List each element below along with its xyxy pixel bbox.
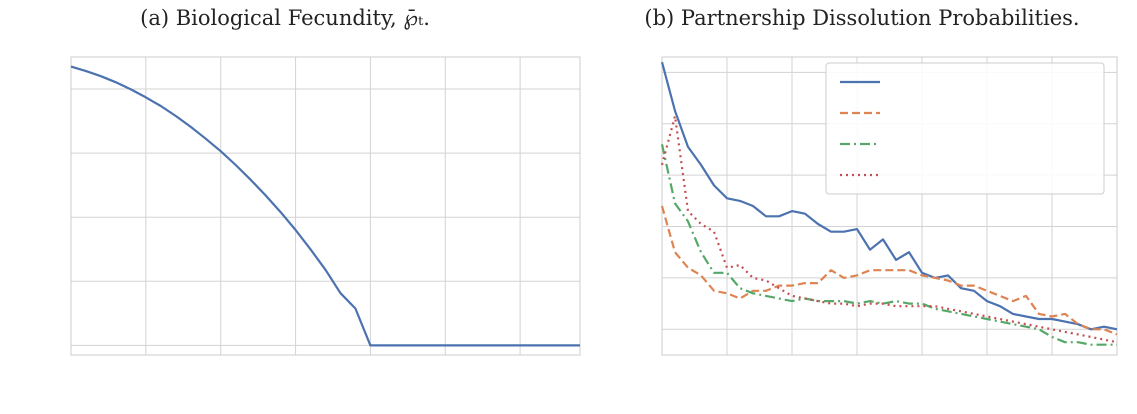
series-line-two-children (660, 144, 1117, 346)
caption-a: (a) Biological Fecundity, ℘̄ₜ. (140, 6, 430, 30)
legend-box (825, 62, 1105, 195)
series-line-no-children (660, 61, 1118, 331)
plot-frame (70, 56, 581, 356)
series-line-three-children (660, 114, 1118, 344)
series-line (70, 65, 580, 347)
panel-a-fecundity-chart (70, 56, 581, 356)
panel-b-dissolution-chart (660, 56, 1118, 356)
caption-b: (b) Partnership Dissolution Probabilitie… (644, 6, 1079, 30)
series-line-one-child (660, 205, 1118, 336)
